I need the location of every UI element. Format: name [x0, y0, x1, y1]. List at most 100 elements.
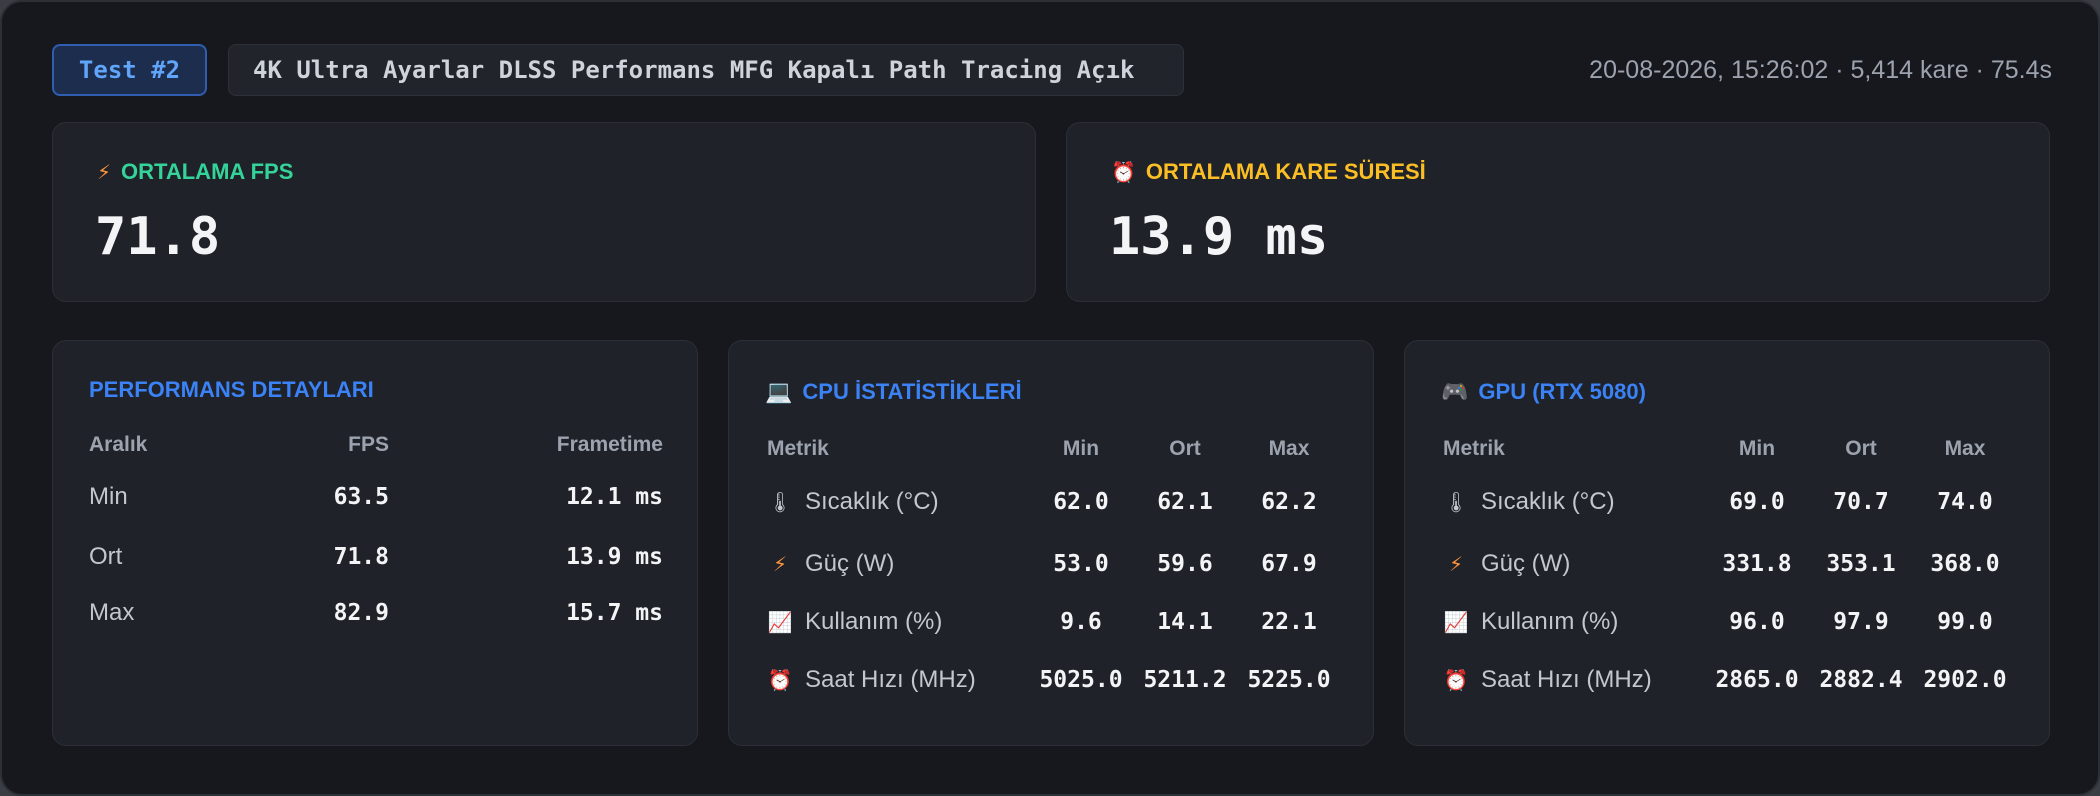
column-header-fps: FPS — [348, 433, 389, 456]
frametime-cell: 15.7 ms — [566, 600, 663, 626]
gpu-stats-title-row: 🎮 GPU (RTX 5080) — [1441, 379, 1646, 405]
column-header-avg: Ort — [1845, 437, 1877, 460]
fps-cell: 71.8 — [333, 544, 389, 570]
avg-cell: 353.1 — [1826, 551, 1896, 577]
gamepad-icon: 🎮 — [1441, 379, 1469, 404]
lightning-icon: ⚡ — [1448, 554, 1464, 576]
min-cell: 96.0 — [1729, 609, 1785, 635]
laptop-icon: 💻 — [765, 379, 793, 404]
min-cell: 2865.0 — [1715, 667, 1799, 693]
metric-cell: 🌡 Sıcaklık (°C) — [767, 469, 1029, 535]
table-row: 📈 Kullanım (%) 96.0 97.9 99.0 — [1443, 593, 2017, 651]
metric-name: Güç (W) — [805, 550, 895, 577]
min-cell: 331.8 — [1722, 551, 1792, 577]
metric-name: Saat Hızı (MHz) — [805, 666, 976, 693]
range-cell: Max — [89, 599, 135, 626]
metric-name: Kullanım (%) — [805, 608, 943, 635]
result-header: Test #2 4K Ultra Ayarlar DLSS Performans… — [52, 42, 2052, 96]
column-header-min: Min — [1738, 437, 1776, 460]
alarm-clock-icon: ⏰ — [1443, 670, 1469, 692]
column-header-min: Min — [1062, 437, 1100, 460]
average-fps-label: ORTALAMA FPS — [121, 159, 294, 184]
cpu-stats-card: 💻 CPU İSTATİSTİKLERİ Metrik Min Ort Max … — [728, 340, 1374, 746]
max-cell: 99.0 — [1937, 609, 1993, 635]
metric-cell: ⚡ Güç (W) — [767, 535, 1029, 593]
table-row: Min 63.5 12.1 ms — [89, 465, 663, 529]
table-row: Ort 71.8 13.9 ms — [89, 529, 663, 585]
lightning-icon: ⚡ — [97, 161, 112, 184]
max-cell: 67.9 — [1261, 551, 1317, 577]
avg-cell: 2882.4 — [1819, 667, 1903, 693]
metric-name: Saat Hızı (MHz) — [1481, 666, 1652, 693]
metric-name: Güç (W) — [1481, 550, 1571, 577]
test-settings-label: 4K Ultra Ayarlar DLSS Performans MFG Kap… — [228, 44, 1184, 96]
column-header-metric: Metrik — [767, 437, 829, 460]
table-row: ⚡ Güç (W) 331.8 353.1 368.0 — [1443, 535, 2017, 593]
average-frametime-label: ORTALAMA KARE SÜRESİ — [1145, 159, 1426, 184]
column-header-frametime: Frametime — [556, 433, 663, 456]
lightning-icon: ⚡ — [772, 554, 788, 576]
alarm-clock-icon: ⏰ — [1111, 161, 1136, 184]
performance-details-title: PERFORMANS DETAYLARI — [89, 377, 374, 402]
max-cell: 22.1 — [1261, 609, 1317, 635]
avg-cell: 97.9 — [1833, 609, 1889, 635]
cpu-stats-title: CPU İSTATİSTİKLERİ — [802, 379, 1022, 404]
max-cell: 5225.0 — [1247, 667, 1331, 693]
gpu-stats-title: GPU (RTX 5080) — [1478, 379, 1646, 404]
avg-cell: 14.1 — [1157, 609, 1213, 635]
table-header-row: Aralık FPS Frametime — [89, 425, 663, 465]
min-cell: 9.6 — [1060, 609, 1102, 635]
avg-cell: 5211.2 — [1143, 667, 1227, 693]
range-cell: Ort — [89, 543, 123, 570]
min-cell: 69.0 — [1729, 489, 1785, 515]
thermometer-icon: 🌡 — [1443, 492, 1469, 514]
metric-name: Sıcaklık (°C) — [1481, 488, 1615, 515]
table-row: 🌡 Sıcaklık (°C) 69.0 70.7 74.0 — [1443, 469, 2017, 535]
avg-cell: 70.7 — [1833, 489, 1889, 515]
column-header-metric: Metrik — [1443, 437, 1505, 460]
metric-cell: 📈 Kullanım (%) — [767, 593, 1029, 651]
column-header-avg: Ort — [1169, 437, 1201, 460]
max-cell: 368.0 — [1930, 551, 2000, 577]
avg-cell: 62.1 — [1157, 489, 1213, 515]
fps-cell: 82.9 — [333, 600, 389, 626]
metric-cell: ⚡ Güç (W) — [1443, 535, 1705, 593]
column-header-max: Max — [1944, 437, 1986, 460]
column-header-max: Max — [1268, 437, 1310, 460]
average-frametime-card: ⏰ ORTALAMA KARE SÜRESİ 13.9 ms — [1066, 122, 2050, 302]
table-row: ⏰ Saat Hızı (MHz) 5025.0 5211.2 5225.0 — [767, 651, 1341, 709]
alarm-clock-icon: ⏰ — [767, 670, 793, 692]
avg-cell: 59.6 — [1157, 551, 1213, 577]
cpu-stats-table: Metrik Min Ort Max 🌡 Sıcaklık (°C) 62.0 6… — [767, 429, 1341, 709]
chart-increasing-icon: 📈 — [767, 612, 793, 634]
max-cell: 62.2 — [1261, 489, 1317, 515]
average-fps-value: 71.8 — [95, 207, 221, 267]
metric-cell: ⏰ Saat Hızı (MHz) — [767, 651, 1029, 709]
table-header-row: Metrik Min Ort Max — [767, 429, 1341, 469]
table-row: Max 82.9 15.7 ms — [89, 585, 663, 641]
metric-name: Sıcaklık (°C) — [805, 488, 939, 515]
column-header-range: Aralık — [89, 433, 148, 456]
table-row: ⏰ Saat Hızı (MHz) 2865.0 2882.4 2902.0 — [1443, 651, 2017, 709]
min-cell: 5025.0 — [1039, 667, 1123, 693]
chart-increasing-icon: 📈 — [1443, 612, 1469, 634]
performance-table: Aralık FPS Frametime Min 63.5 12.1 ms Or… — [89, 425, 663, 641]
table-header-row: Metrik Min Ort Max — [1443, 429, 2017, 469]
performance-details-card: PERFORMANS DETAYLARI Aralık FPS Frametim… — [52, 340, 698, 746]
metric-cell: ⏰ Saat Hızı (MHz) — [1443, 651, 1705, 709]
metric-name: Kullanım (%) — [1481, 608, 1619, 635]
thermometer-icon: 🌡 — [767, 492, 793, 514]
frametime-cell: 13.9 ms — [566, 544, 663, 570]
fps-cell: 63.5 — [333, 484, 389, 510]
frametime-cell: 12.1 ms — [566, 484, 663, 510]
metric-cell: 📈 Kullanım (%) — [1443, 593, 1705, 651]
min-cell: 53.0 — [1053, 551, 1109, 577]
test-number-badge[interactable]: Test #2 — [52, 44, 207, 96]
metric-cell: 🌡 Sıcaklık (°C) — [1443, 469, 1705, 535]
average-fps-label-row: ⚡ ORTALAMA FPS — [97, 159, 293, 185]
gpu-stats-table: Metrik Min Ort Max 🌡 Sıcaklık (°C) 69.0 7… — [1443, 429, 2017, 709]
average-fps-card: ⚡ ORTALAMA FPS 71.8 — [52, 122, 1036, 302]
table-row: 📈 Kullanım (%) 9.6 14.1 22.1 — [767, 593, 1341, 651]
min-cell: 62.0 — [1053, 489, 1109, 515]
